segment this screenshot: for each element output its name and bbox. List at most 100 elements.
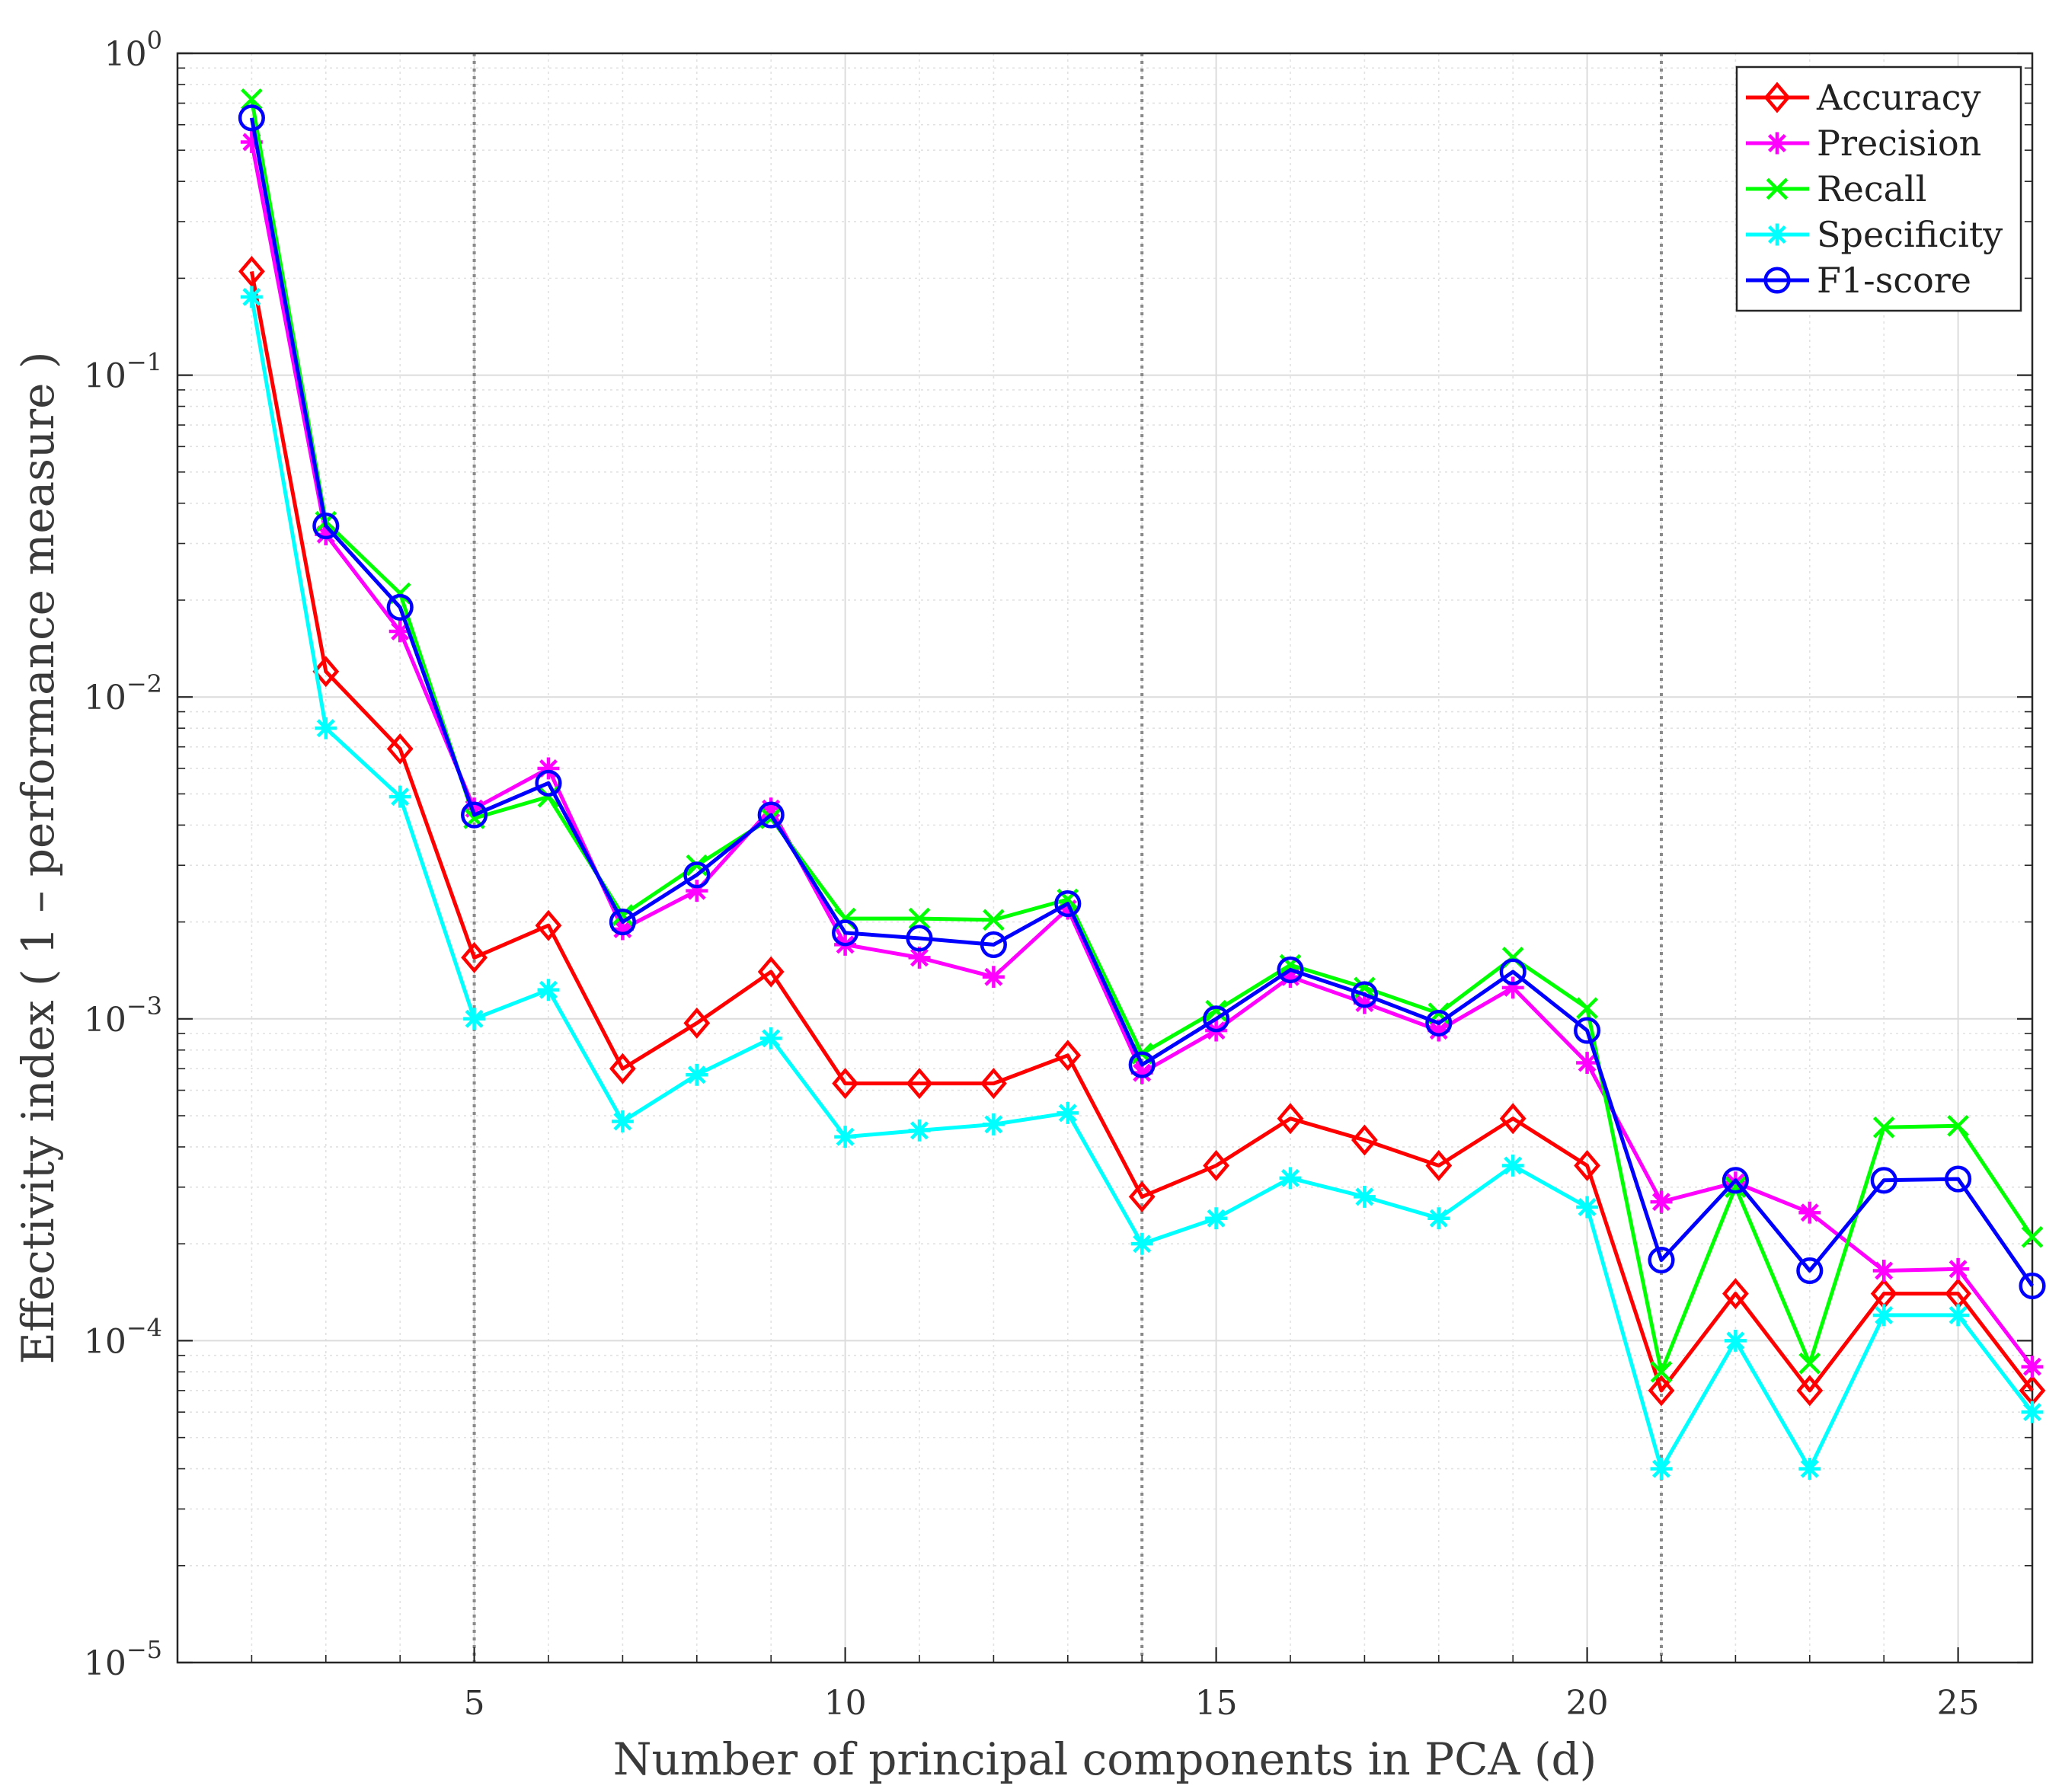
specificity-point xyxy=(1724,1329,1747,1352)
accuracy-line xyxy=(249,270,2034,1393)
f1-score-point xyxy=(238,104,265,132)
accuracy-point xyxy=(757,956,785,988)
accuracy-point xyxy=(461,941,488,973)
specificity-point xyxy=(982,1113,1005,1136)
precision-point xyxy=(611,918,634,941)
accuracy-point xyxy=(1203,1150,1230,1181)
legend-item-recall: Recall xyxy=(1746,168,1926,209)
legend-label: Specificity xyxy=(1817,214,2003,255)
specificity-point xyxy=(240,286,263,308)
specificity-point xyxy=(1427,1207,1450,1230)
recall-point xyxy=(1725,1176,1747,1199)
accuracy-point xyxy=(1277,1103,1304,1135)
minor-grid xyxy=(177,53,2033,1663)
legend-swatch-marker xyxy=(1766,132,1789,155)
precision-point xyxy=(537,757,560,780)
accuracy-point xyxy=(1648,1375,1675,1407)
f1-score-point xyxy=(1870,1167,1897,1194)
specificity-point xyxy=(1130,1232,1153,1255)
legend-label: Recall xyxy=(1817,168,1926,209)
accuracy-point xyxy=(906,1068,933,1100)
accuracy-point xyxy=(1574,1150,1601,1181)
f1-score-point xyxy=(1796,1257,1824,1285)
precision-point xyxy=(908,946,931,969)
f1-score-point xyxy=(535,769,562,797)
legend-item-precision: Precision xyxy=(1746,123,1981,164)
specificity-point xyxy=(537,979,560,1001)
accuracy-point xyxy=(832,1068,859,1100)
accuracy-point xyxy=(1128,1180,1156,1212)
tick-marks xyxy=(177,52,2033,1664)
f1-score-point xyxy=(461,801,488,829)
legend-swatch-marker xyxy=(1766,223,1789,246)
f1-score-point xyxy=(1128,1051,1156,1078)
recall-point xyxy=(1872,1116,1895,1139)
series-specificity xyxy=(240,286,2044,1481)
specificity-point xyxy=(1947,1304,1970,1327)
legend-label: Accuracy xyxy=(1816,77,1981,118)
accuracy-point xyxy=(535,909,562,941)
specificity-point xyxy=(315,717,337,739)
precision-point xyxy=(1947,1257,1970,1280)
precision-point xyxy=(686,880,708,902)
precision-point xyxy=(1279,966,1302,989)
precision-point xyxy=(1130,1062,1153,1084)
specificity-point xyxy=(1798,1458,1821,1481)
precision-point xyxy=(388,620,411,643)
legend-item-f1-score: F1-score xyxy=(1746,260,1971,301)
specificity-point xyxy=(1650,1458,1673,1481)
accuracy-point xyxy=(683,1007,711,1039)
y-tick-label: 100 xyxy=(104,26,162,74)
precision-point xyxy=(1650,1190,1673,1213)
specificity-point xyxy=(1872,1304,1895,1327)
precision-point xyxy=(1872,1260,1895,1282)
f1-score-point xyxy=(1351,981,1378,1008)
f1-score-point xyxy=(1277,956,1304,983)
f1-score-point xyxy=(1054,890,1082,918)
specificity-point xyxy=(388,785,411,808)
x-axis-label: Number of principal components in PCA (d… xyxy=(613,1733,1597,1785)
recall-point xyxy=(1650,1361,1673,1383)
x-tick-label: 10 xyxy=(824,1684,867,1723)
f1-score-point xyxy=(1722,1167,1749,1194)
specificity-point xyxy=(1057,1101,1079,1124)
f1-score-point xyxy=(757,801,785,829)
f1-score-point xyxy=(1648,1247,1675,1274)
precision-point xyxy=(759,797,782,820)
accuracy-point xyxy=(312,656,340,688)
y-tick-label: 10−1 xyxy=(84,348,162,396)
specificity-point xyxy=(686,1063,708,1086)
accuracy-point xyxy=(609,1053,636,1084)
f1-score-point xyxy=(312,513,340,540)
precision-point xyxy=(240,131,263,153)
precision-point xyxy=(1798,1201,1821,1224)
y-tick-label: 10−3 xyxy=(84,992,162,1040)
series-accuracy xyxy=(238,255,2046,1407)
accuracy-point xyxy=(1054,1040,1082,1072)
f1-score-point xyxy=(1425,1009,1453,1037)
specificity-point xyxy=(908,1119,931,1142)
accuracy-point xyxy=(1499,1103,1527,1135)
specificity-point xyxy=(1279,1167,1302,1190)
specificity-point xyxy=(463,1008,486,1030)
f1-score-point xyxy=(609,909,636,936)
specificity-point xyxy=(1205,1207,1228,1230)
accuracy-point xyxy=(1796,1375,1824,1407)
recall-point xyxy=(983,909,1005,931)
specificity-point xyxy=(1353,1185,1376,1208)
recall-point xyxy=(1576,997,1598,1020)
recall-point xyxy=(241,88,263,110)
specificity-point xyxy=(834,1126,857,1148)
f1-score-point xyxy=(1945,1165,1972,1193)
f1-score-point xyxy=(1499,958,1527,985)
accuracy-point xyxy=(1425,1150,1453,1181)
specificity-point xyxy=(611,1110,634,1132)
specificity-point xyxy=(1576,1196,1599,1219)
plot-frame xyxy=(176,52,2034,1664)
recall-point xyxy=(1798,1352,1821,1375)
x-tick-label: 20 xyxy=(1566,1684,1609,1723)
accuracy-point xyxy=(1351,1124,1378,1156)
f1-score-point xyxy=(980,931,1007,958)
precision-point xyxy=(315,523,337,546)
